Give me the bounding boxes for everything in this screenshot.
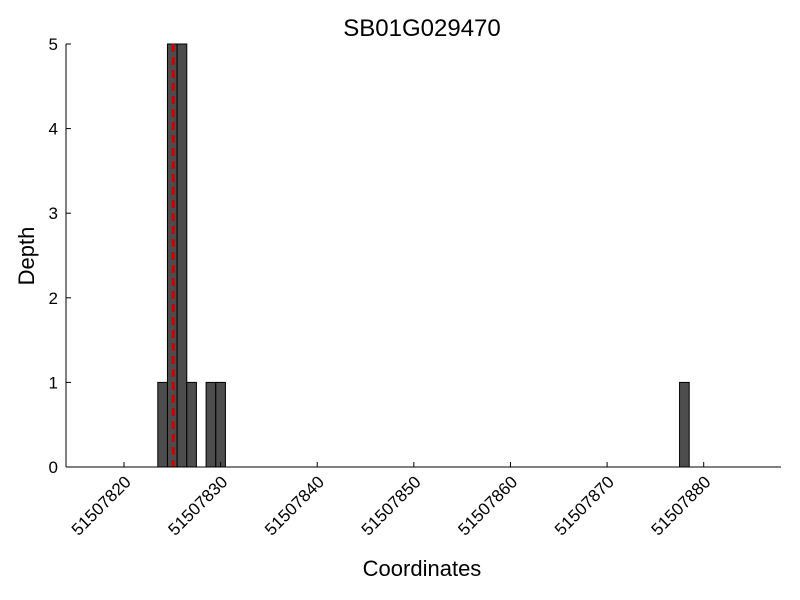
y-tick-label-1: 1 [49,373,58,392]
y-axis-title: Depth [14,227,39,286]
bar-0-2 [176,43,188,468]
bar-0-5 [215,381,226,468]
y-tick-label-0: 0 [49,458,58,477]
x-tick-label-1: 51507830 [165,472,232,539]
x-tick-label-0: 51507820 [68,472,135,539]
y-tick-label-3: 3 [49,204,58,223]
y-tick-label-5: 5 [49,35,58,54]
x-tick-label-3: 51507850 [358,472,425,539]
y-tick-label-4: 4 [49,120,58,139]
x-tick-label-5: 51507870 [551,472,618,539]
x-tick-label-6: 51507880 [648,472,715,539]
x-axis-title: Coordinates [363,556,482,581]
bar-0-3 [186,381,197,468]
bar-0-6 [679,381,690,468]
bar-0-0 [157,381,168,468]
x-tick-label-2: 51507840 [261,472,328,539]
y-tick-label-2: 2 [49,289,58,308]
x-tick-label-4: 51507860 [454,472,521,539]
chart-title: SB01G029470 [343,15,500,42]
bar-0-4 [205,381,217,468]
bars-group [157,43,690,468]
